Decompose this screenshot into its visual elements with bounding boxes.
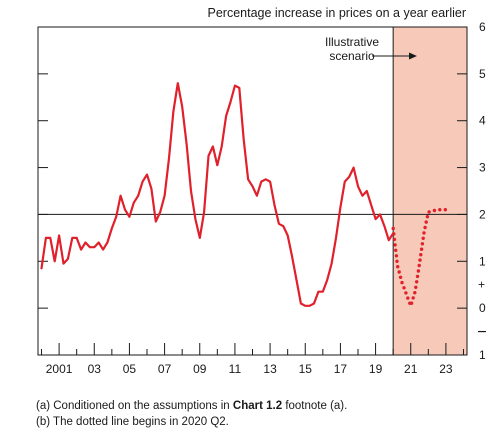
scenario-dot bbox=[443, 208, 447, 212]
scenario-dot bbox=[419, 253, 423, 257]
footnote-b: (b) The dotted line begins in 2020 Q2. bbox=[36, 416, 229, 428]
x-tick-label: 19 bbox=[369, 362, 383, 376]
footnotes: (a) Conditioned on the assumptions in Ch… bbox=[36, 398, 347, 430]
scenario-dot bbox=[411, 296, 415, 300]
x-tick-label: 13 bbox=[263, 362, 277, 376]
scenario-dot bbox=[422, 231, 426, 235]
scenario-dot bbox=[395, 259, 399, 263]
scenario-dot bbox=[415, 280, 419, 284]
y-tick-label: 3 bbox=[479, 161, 486, 175]
scenario-dot bbox=[420, 242, 425, 246]
scenario-dot bbox=[424, 220, 428, 224]
scenario-dot bbox=[394, 254, 399, 258]
y-tick-label: 1 bbox=[479, 348, 486, 362]
scenario-dot bbox=[393, 243, 397, 247]
chart-title: Percentage increase in prices on a year … bbox=[208, 6, 466, 20]
y-tick-label: 1 bbox=[479, 254, 486, 268]
scenario-dot bbox=[416, 269, 421, 273]
scenario-dot bbox=[392, 237, 397, 242]
y-tick-label: 0 bbox=[479, 301, 486, 315]
scenario-dot bbox=[391, 226, 395, 231]
footnote-a: (a) Conditioned on the assumptions in Ch… bbox=[36, 400, 348, 412]
scenario-label: scenario bbox=[329, 49, 375, 63]
scenario-dot bbox=[404, 291, 408, 295]
scenario-dot bbox=[419, 247, 424, 251]
scenario-dot bbox=[421, 236, 425, 240]
scenario-dot bbox=[398, 275, 403, 279]
x-tick-label: 11 bbox=[229, 362, 242, 376]
scenario-dot bbox=[415, 274, 420, 279]
scenario-dot bbox=[427, 210, 431, 214]
scenario-shading bbox=[393, 27, 467, 355]
scenario-dot bbox=[397, 270, 401, 274]
scenario-dots bbox=[391, 208, 447, 305]
inflation-line bbox=[40, 82, 395, 307]
scenario-dot bbox=[423, 225, 427, 230]
scenario-dot bbox=[402, 286, 406, 290]
y-tick-label: 6 bbox=[479, 20, 486, 34]
scenario-dot bbox=[418, 258, 422, 262]
scenario-dot bbox=[432, 208, 437, 213]
scenario-dot bbox=[409, 301, 414, 305]
scenario-dot bbox=[413, 291, 417, 295]
x-tick-label: 23 bbox=[439, 362, 453, 376]
scenario-dot bbox=[438, 208, 442, 212]
scenario-dot bbox=[406, 296, 410, 300]
scenario-dot bbox=[414, 285, 418, 289]
scenario-dot bbox=[394, 248, 398, 252]
x-tick-label: 21 bbox=[404, 362, 418, 376]
x-tick-label: 09 bbox=[193, 362, 207, 376]
scenario-label: Illustrative bbox=[325, 35, 379, 49]
scenario-dot bbox=[425, 215, 430, 219]
scenario-dot bbox=[392, 232, 396, 236]
scenario-arrowhead bbox=[409, 52, 417, 60]
scenario-dot bbox=[417, 263, 421, 268]
y-tick-label: 5 bbox=[479, 67, 486, 81]
x-tick-label: 15 bbox=[299, 362, 313, 376]
x-tick-label: 2001 bbox=[46, 362, 73, 376]
x-tick-label: 03 bbox=[88, 362, 102, 376]
scenario-dot bbox=[396, 265, 400, 269]
positive-sign: + bbox=[478, 278, 485, 292]
y-tick-label: 4 bbox=[479, 114, 486, 128]
y-tick-label: 2 bbox=[479, 207, 486, 221]
x-tick-label: 05 bbox=[123, 362, 137, 376]
x-tick-label: 17 bbox=[334, 362, 348, 376]
scenario-dot bbox=[400, 280, 404, 285]
x-tick-label: 07 bbox=[158, 362, 172, 376]
